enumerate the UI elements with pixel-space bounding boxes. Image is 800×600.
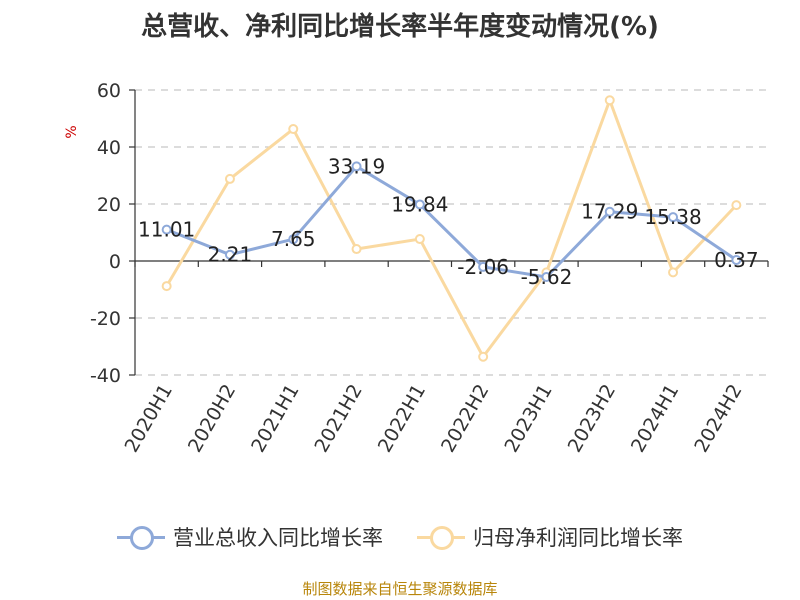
series-point-1 — [414, 234, 425, 245]
legend-item-net-profit[interactable]: 归母净利润同比增长率 — [417, 522, 683, 552]
series-point-0 — [731, 254, 742, 265]
data-label: 7.65 — [271, 227, 316, 251]
series-lines — [161, 95, 742, 362]
series-point-0 — [604, 206, 615, 217]
x-tick-label: 2024H2 — [690, 381, 746, 457]
data-label: 0.37 — [714, 248, 759, 272]
x-tick-label: 2020H1 — [121, 381, 177, 457]
series-point-0 — [161, 224, 172, 235]
data-label: -2.06 — [457, 255, 509, 279]
y-tick-label: -40 — [90, 365, 121, 387]
data-label: 17.29 — [581, 200, 638, 224]
data-label: 2.21 — [208, 243, 253, 267]
data-label: -5.62 — [521, 265, 573, 289]
x-tick-label: 2022H2 — [437, 381, 493, 457]
x-tick-label: 2020H2 — [184, 381, 240, 457]
data-label: 15.38 — [644, 205, 701, 229]
data-label: 11.01 — [138, 218, 195, 242]
series-point-1 — [288, 124, 299, 135]
data-label: 33.19 — [328, 154, 385, 178]
series-point-1 — [351, 244, 362, 255]
chart-title: 总营收、净利同比增长率半年度变动情况(%) — [141, 12, 659, 42]
data-label: 19.84 — [391, 192, 448, 216]
legend-marker-net-profit — [417, 524, 465, 550]
series-point-0 — [414, 199, 425, 210]
y-tick-label: 20 — [97, 194, 121, 216]
series-point-0 — [288, 234, 299, 245]
series-line-0 — [166, 164, 738, 279]
y-unit-label: % — [64, 125, 80, 138]
legend-marker-revenue — [117, 524, 165, 550]
series-point-0 — [351, 161, 362, 172]
legend-label-net-profit: 归母净利润同比增长率 — [473, 526, 683, 550]
data-source-note: 制图数据来自恒生聚源数据库 — [302, 580, 498, 598]
y-tick-label: 40 — [97, 137, 121, 159]
series-point-1 — [604, 95, 615, 106]
x-tick-label: 2021H1 — [247, 381, 303, 457]
series-point-0 — [668, 212, 679, 223]
series-point-0 — [478, 261, 489, 272]
x-tick-label: 2023H2 — [564, 381, 620, 457]
series-point-0 — [541, 272, 552, 283]
grid-lines — [135, 89, 768, 376]
x-tick-label: 2023H1 — [500, 381, 556, 457]
y-tick-label: 60 — [97, 80, 121, 102]
legend-label-revenue: 营业总收入同比增长率 — [173, 526, 383, 550]
series-point-1 — [731, 200, 742, 211]
x-tick-label: 2022H1 — [374, 381, 430, 457]
x-tick-label: 2024H1 — [627, 381, 683, 457]
series-line-1 — [165, 98, 738, 359]
y-tick-label: 0 — [109, 251, 121, 273]
series-point-1 — [161, 281, 172, 292]
y-tick-label: -20 — [90, 308, 121, 330]
series-point-1 — [224, 173, 235, 184]
series-point-1 — [668, 267, 679, 278]
legend-item-revenue[interactable]: 营业总收入同比增长率 — [117, 522, 383, 552]
series-point-0 — [224, 249, 235, 260]
x-tick-label: 2021H2 — [310, 381, 366, 457]
series-point-1 — [478, 351, 489, 362]
legend: 营业总收入同比增长率 归母净利润同比增长率 — [0, 520, 800, 554]
